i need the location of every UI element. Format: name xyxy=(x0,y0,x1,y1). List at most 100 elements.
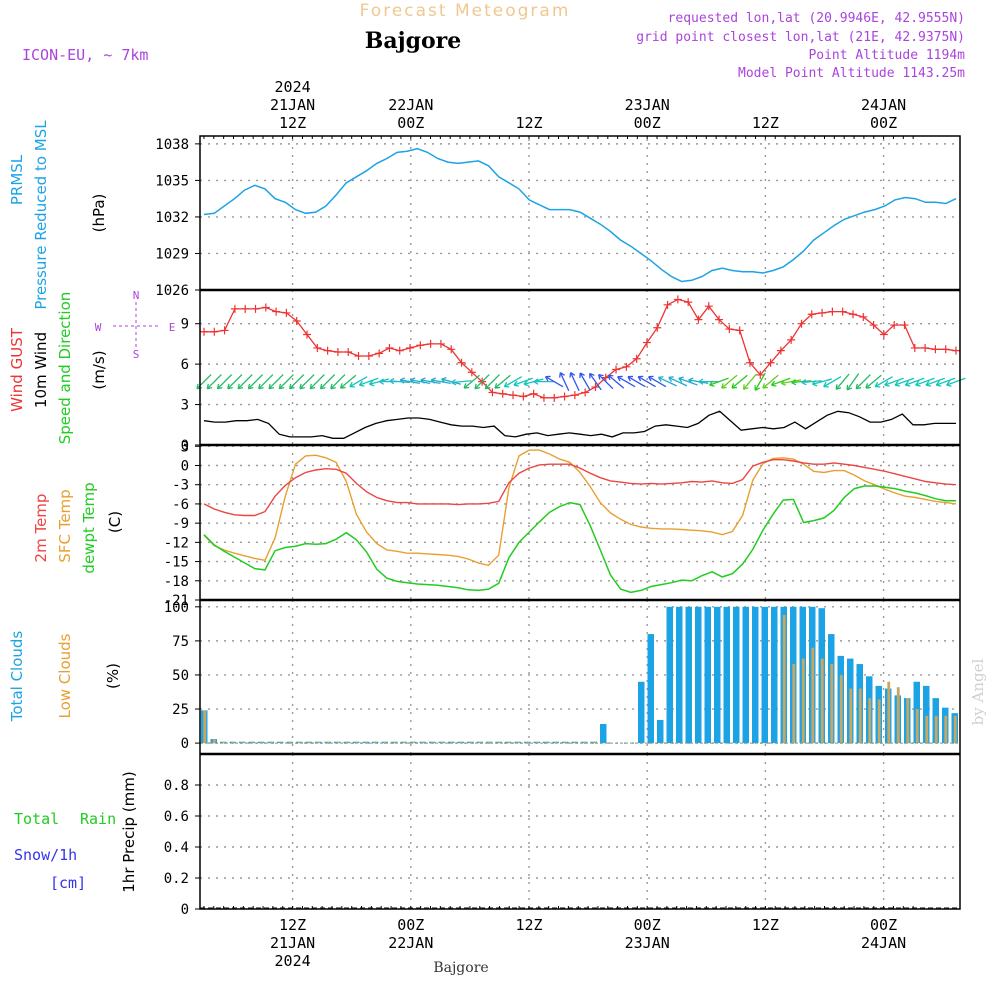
low-cloud-bar xyxy=(820,658,824,744)
wind-arrow-head xyxy=(379,378,384,385)
wind-arrow-head xyxy=(762,383,768,389)
wind-arrow-head xyxy=(894,380,901,387)
low-cloud-bar xyxy=(545,741,549,744)
wind-arrow xyxy=(410,379,431,385)
time-label-bottom: 12Z xyxy=(279,916,306,934)
wind-arrow-head xyxy=(835,384,842,390)
wind-arrow xyxy=(801,380,822,384)
wind-arrow xyxy=(389,380,410,384)
pressure-line xyxy=(203,147,957,283)
wind-arrow xyxy=(349,376,368,388)
wind-arrow xyxy=(812,378,832,385)
y-tick-label: -6 xyxy=(172,497,189,513)
wind-arrow-head xyxy=(617,375,623,382)
time-label-bottom: 00Z xyxy=(634,916,661,934)
y-tick-label: 75 xyxy=(172,634,189,650)
wind-arrow-head xyxy=(484,383,491,390)
gust-marker xyxy=(395,346,404,355)
wind-axis-label: Wind GUST 10m Wind Speed and Direction (… xyxy=(8,292,108,445)
wind-arrow-head xyxy=(731,383,738,389)
gust-marker xyxy=(570,391,579,400)
wind-arrow-head xyxy=(688,377,694,384)
wind-arrow xyxy=(823,376,842,388)
y-tick-label: 0.6 xyxy=(164,809,189,825)
prmsl-label: PRMSL xyxy=(8,154,26,205)
time-label-top: 22JAN xyxy=(388,96,433,114)
wind-arrow-head xyxy=(513,380,519,387)
time-label-top: 12Z xyxy=(279,114,306,132)
gust-marker xyxy=(467,368,476,377)
low-cloud-bar xyxy=(526,741,530,744)
wind-arrow-head xyxy=(299,383,305,390)
compass-south: S xyxy=(133,348,140,361)
low-cloud-bar xyxy=(364,741,368,744)
wind-arrow xyxy=(237,374,253,390)
low-cloud-bar xyxy=(412,741,416,744)
gust-marker xyxy=(550,393,559,402)
low-cloud-bar xyxy=(782,614,786,744)
gust-marker xyxy=(704,302,713,311)
low-cloud-bar xyxy=(231,741,235,744)
wind-arrow xyxy=(721,374,738,389)
gust-marker xyxy=(890,321,899,330)
wind-arrow-head xyxy=(441,376,447,384)
low-cloud-bar xyxy=(877,699,881,744)
gust-marker xyxy=(632,354,641,363)
wind-arrow-head xyxy=(846,384,853,391)
y-tick-label: 0 xyxy=(181,438,189,454)
gust-marker xyxy=(838,307,847,316)
wind-arrow-head xyxy=(935,380,942,387)
time-label-top: 00Z xyxy=(634,114,661,132)
low-cloud-bar xyxy=(801,658,805,744)
wind-arrow-head xyxy=(289,383,295,390)
wind-arrow-head xyxy=(637,375,644,382)
gust-marker xyxy=(488,388,497,397)
wind-arrow-head xyxy=(399,377,406,384)
wind-arrow xyxy=(513,377,533,386)
wind-arrow xyxy=(299,374,315,390)
y-tick-label: 0.8 xyxy=(164,778,189,794)
low-cloud-bar xyxy=(896,687,900,744)
wind-arrow xyxy=(668,376,688,387)
time-label-bottom: 21JAN xyxy=(270,934,315,952)
temp2m-label: 2m Temp xyxy=(32,494,50,563)
low-cloud-bar xyxy=(459,741,463,744)
temp2m-line xyxy=(203,459,957,517)
wind-arrow-head xyxy=(420,377,426,384)
wind-arrow xyxy=(709,377,729,386)
low-clouds-label: Low Clouds xyxy=(56,633,74,718)
wind-arrow xyxy=(617,376,636,388)
compass-east: E xyxy=(169,321,176,334)
low-cloud-bar xyxy=(811,647,815,744)
wind-arrow xyxy=(206,374,222,390)
y-tick-label: -9 xyxy=(172,516,189,532)
wind-arrow-head xyxy=(247,383,254,390)
wind-arrow-head xyxy=(855,383,862,390)
gust-marker xyxy=(818,308,827,317)
requested-coordinates: requested lon,lat (20.9946E, 42.9555N) xyxy=(668,11,965,26)
gust-marker xyxy=(200,327,208,336)
wind-arrow xyxy=(420,379,441,385)
low-cloud-bar xyxy=(317,741,321,744)
low-cloud-bar xyxy=(288,741,292,744)
low-cloud-bar xyxy=(241,741,245,744)
wind-arrow-head xyxy=(811,380,818,387)
precip-unit: 1hr Precip (mm) xyxy=(120,771,138,892)
gust-label: Wind GUST xyxy=(8,327,26,412)
wind-arrow-head xyxy=(865,383,871,389)
gust-marker xyxy=(848,310,857,319)
location-title: Bajgore xyxy=(365,28,461,54)
low-cloud-bar xyxy=(868,698,872,744)
low-cloud-bar xyxy=(421,741,425,744)
low-cloud-bar xyxy=(944,715,948,744)
wind-arrow-head xyxy=(579,372,585,379)
credit-watermark: by Angel xyxy=(969,658,987,725)
wind-arrow xyxy=(874,376,893,388)
gust-marker xyxy=(601,373,610,382)
wind-arrow-head xyxy=(946,380,952,387)
gust-marker xyxy=(375,349,384,358)
y-tick-label: 1035 xyxy=(155,173,189,189)
gust-marker xyxy=(282,308,291,317)
low-cloud-bar xyxy=(953,715,957,744)
sfc-temp-line xyxy=(203,449,957,567)
